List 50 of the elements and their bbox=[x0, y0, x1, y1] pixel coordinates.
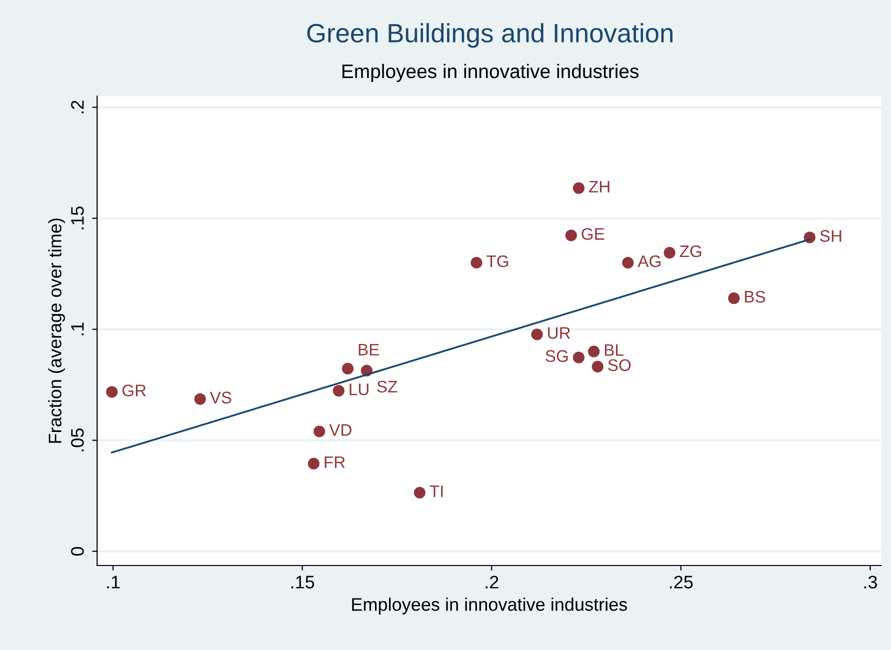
data-label: SH bbox=[820, 230, 842, 242]
y-tick-label: .05 bbox=[71, 428, 84, 452]
data-label: SG bbox=[546, 350, 568, 362]
point bbox=[622, 256, 634, 269]
point bbox=[588, 346, 600, 358]
x-tick-label: .15 bbox=[291, 576, 314, 588]
data-label: BE bbox=[358, 344, 379, 356]
x-tick-label: .2 bbox=[486, 576, 498, 588]
point bbox=[314, 426, 326, 438]
point bbox=[592, 360, 604, 372]
point bbox=[414, 486, 426, 498]
y-axis-title: Fraction (average over time) bbox=[48, 218, 66, 443]
x-tick-label: .3 bbox=[864, 576, 877, 588]
data-label: SZ bbox=[377, 380, 398, 393]
point bbox=[106, 386, 118, 398]
data-label: SO bbox=[608, 359, 631, 372]
point bbox=[664, 246, 676, 259]
point bbox=[470, 256, 482, 269]
point bbox=[565, 230, 577, 242]
y-tick-label: .2 bbox=[71, 100, 84, 114]
data-label: GE bbox=[582, 228, 604, 240]
data-label: LU bbox=[350, 384, 368, 396]
data-label: ZH bbox=[588, 180, 610, 192]
data-label: BL bbox=[604, 344, 624, 356]
data-label: VS bbox=[210, 392, 232, 404]
data-label: VD bbox=[329, 424, 352, 436]
point bbox=[531, 328, 543, 340]
data-label: AG bbox=[638, 255, 660, 268]
point bbox=[194, 393, 206, 405]
data-label: BS bbox=[745, 290, 766, 303]
data-label: FR bbox=[324, 456, 345, 468]
data-label: TI bbox=[430, 486, 443, 497]
point bbox=[728, 292, 740, 304]
y-tick-label: .1 bbox=[71, 322, 84, 336]
data-label: TG bbox=[486, 255, 508, 268]
point bbox=[572, 352, 585, 364]
data-label: GR bbox=[122, 384, 146, 396]
x-tick-label: .1 bbox=[107, 576, 120, 588]
y-tick-label: 0 bbox=[71, 546, 84, 556]
y-tick-label: .15 bbox=[71, 206, 84, 230]
data-label: ZG bbox=[680, 245, 702, 258]
x-axis-title: Employees in innovative industries bbox=[352, 598, 628, 614]
point bbox=[308, 458, 320, 470]
point bbox=[572, 182, 585, 194]
data-label: UR bbox=[548, 327, 570, 339]
chart-title: Green Buildings and Innovation bbox=[307, 23, 672, 48]
point bbox=[342, 362, 354, 374]
point bbox=[332, 384, 344, 397]
chart-subtitle: Employees in innovative industries bbox=[342, 64, 639, 82]
x-tick-label: .25 bbox=[670, 576, 693, 588]
